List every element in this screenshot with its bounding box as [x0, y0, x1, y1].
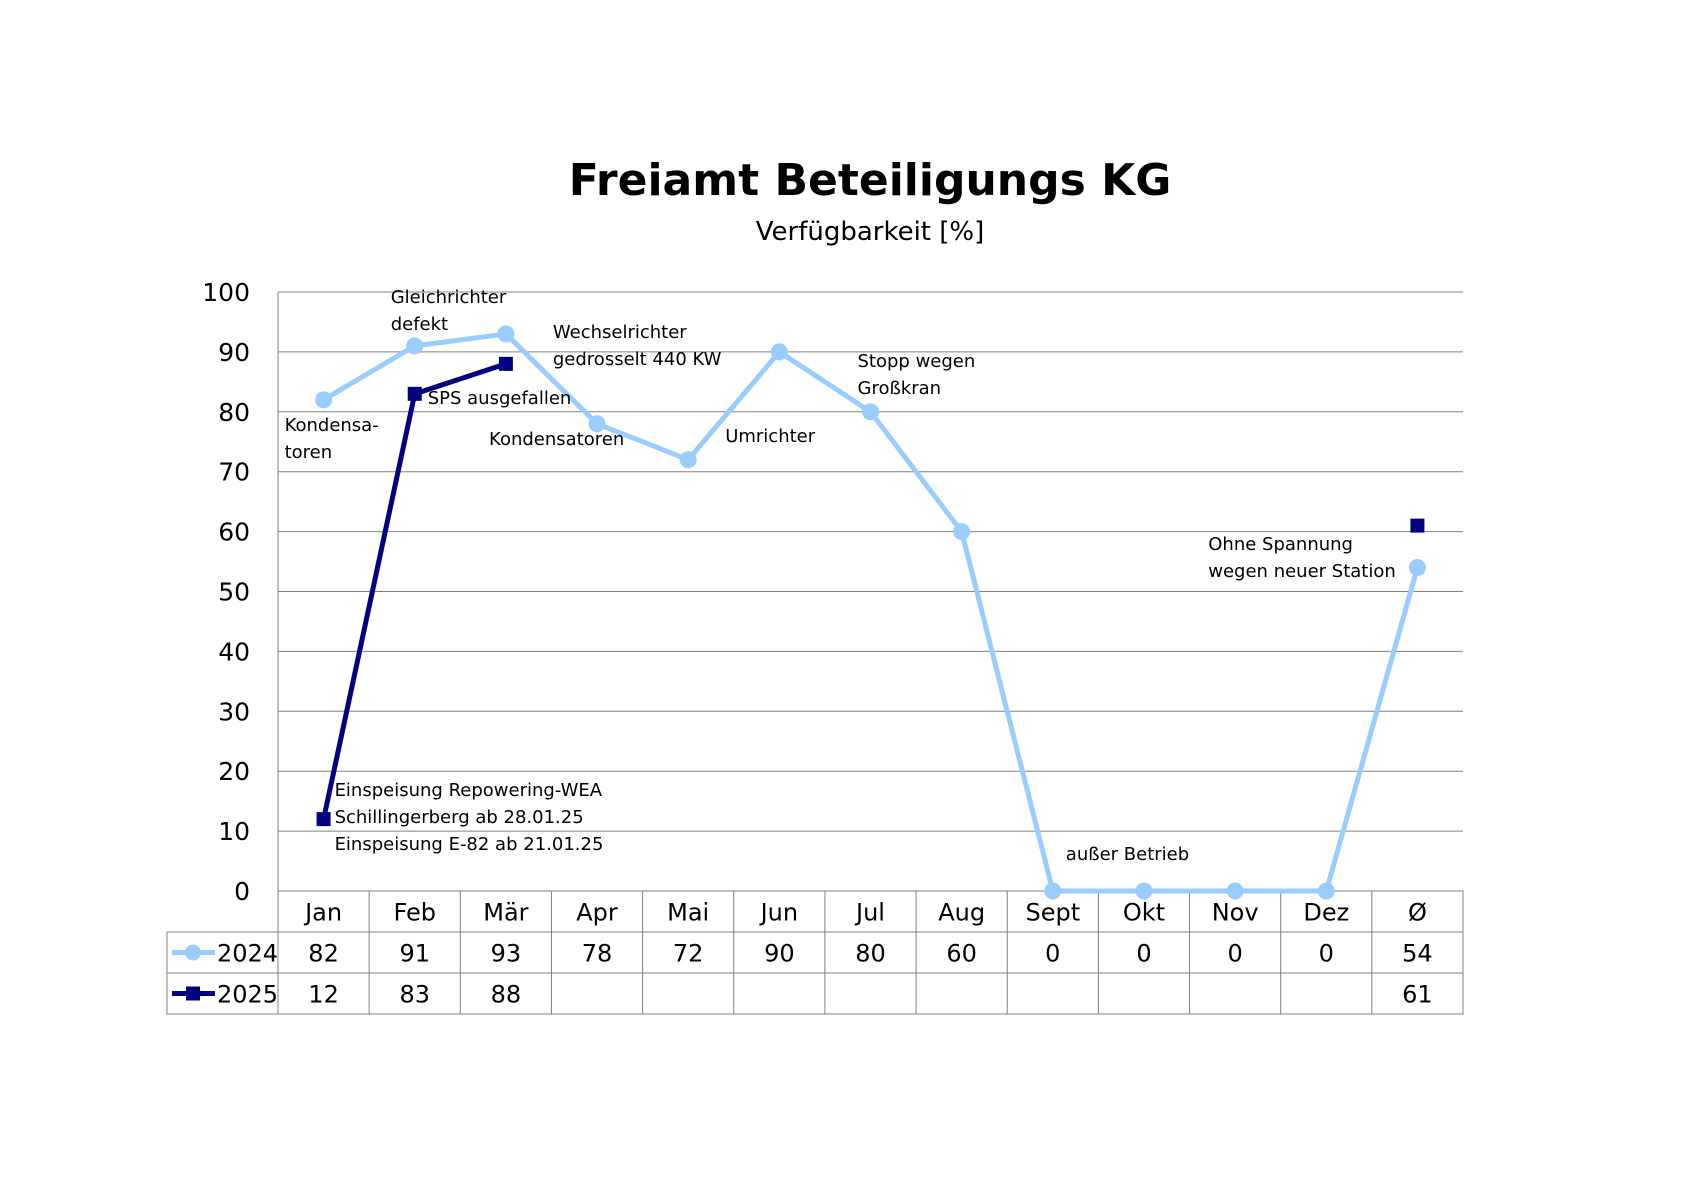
y-tick-label: 50 — [218, 578, 250, 607]
chart-title: Freiamt Beteiligungs KG — [569, 155, 1172, 206]
table-cell-value: 83 — [399, 981, 430, 1009]
data-point-2024 — [1135, 882, 1153, 900]
annotation-line: SPS ausgefallen — [428, 388, 572, 409]
x-tick-label: Dez — [1303, 899, 1349, 927]
data-point-2024 — [497, 325, 515, 343]
annotation: Wechselrichter gedrosselt 440 KW — [553, 322, 722, 370]
annotation-line: Stopp wegen — [858, 351, 976, 372]
data-point-2024 — [406, 337, 424, 355]
data-point-2024 — [1317, 882, 1335, 900]
y-tick-label: 60 — [218, 518, 250, 547]
x-tick-label: Jan — [303, 899, 342, 927]
table-cell-value: 61 — [1402, 981, 1433, 1009]
table-cell-value: 82 — [308, 940, 339, 968]
data-point-2024 — [1044, 882, 1062, 900]
annotation-line: Schillingerberg ab 28.01.25 — [335, 807, 584, 828]
y-tick-label: 80 — [218, 398, 250, 427]
annotation: Gleichrichter defekt — [391, 287, 507, 335]
y-axis: 0 10 20 30 40 50 60 70 80 90 100 — [202, 278, 250, 906]
annotation: Kondensatoren — [489, 429, 624, 450]
annotation-line: Ohne Spannung — [1208, 534, 1353, 555]
table-cell-value: 0 — [1045, 940, 1060, 968]
x-tick-label: Jul — [854, 899, 885, 927]
table-cell-value: 54 — [1402, 940, 1433, 968]
data-point-2024 — [588, 415, 606, 433]
data-point-2025 — [316, 812, 331, 827]
data-point-2025 — [1410, 518, 1425, 533]
table-cell-value: 80 — [855, 940, 886, 968]
data-point-2025 — [407, 386, 422, 401]
annotation-line: defekt — [391, 314, 448, 335]
table-cell-value: 93 — [491, 940, 522, 968]
table-cell-value: 60 — [946, 940, 977, 968]
y-tick-label: 90 — [218, 338, 250, 367]
annotation-line: Kondensatoren — [489, 429, 624, 450]
y-tick-label: 100 — [202, 278, 250, 307]
x-tick-label: Mai — [667, 899, 709, 927]
x-tick-label: Mär — [483, 899, 528, 927]
x-tick-label: Okt — [1123, 899, 1165, 927]
y-tick-label: 10 — [218, 817, 250, 846]
legend-marker-2025 — [186, 986, 200, 1001]
x-tick-label: Aug — [938, 899, 985, 927]
annotation-line: außer Betrieb — [1066, 844, 1189, 865]
legend-label: 2025 — [217, 981, 278, 1009]
data-point-2025 — [498, 356, 513, 371]
table-cell-value: 0 — [1227, 940, 1242, 968]
y-tick-label: 20 — [218, 757, 250, 786]
y-tick-label: 40 — [218, 637, 250, 666]
annotation-line: Umrichter — [725, 426, 816, 447]
annotation-line: Großkran — [858, 378, 942, 399]
annotation-line: Gleichrichter — [391, 287, 507, 308]
legend-label: 2024 — [217, 940, 278, 968]
annotation: Stopp wegen Großkran — [858, 351, 976, 399]
legend-marker-2024 — [185, 944, 201, 961]
annotation: Umrichter — [725, 426, 816, 447]
annotation-line: Kondensa- — [285, 415, 379, 436]
annotation: Ohne Spannung wegen neuer Station — [1208, 534, 1396, 582]
x-tick-label: Feb — [393, 899, 436, 927]
annotation: außer Betrieb — [1066, 844, 1189, 865]
annotation-line: Einspeisung Repowering-WEA — [335, 780, 603, 801]
annotation-line: gedrosselt 440 KW — [553, 349, 722, 370]
data-point-2024 — [770, 343, 788, 361]
annotation-line: Einspeisung E-82 ab 21.01.25 — [335, 834, 604, 855]
table-cell-value: 12 — [308, 981, 339, 1009]
y-tick-label: 0 — [234, 877, 250, 906]
table-cell-value: 0 — [1136, 940, 1151, 968]
annotation: Einspeisung Repowering-WEA Schillingerber… — [335, 780, 604, 855]
data-point-2024 — [1408, 559, 1426, 577]
annotation: Kondensa-toren — [285, 415, 379, 463]
annotation-line: Wechselrichter — [553, 322, 687, 343]
table-cell-value: 88 — [491, 981, 522, 1009]
data-point-2024 — [953, 523, 971, 541]
table-cell-value: 72 — [673, 940, 704, 968]
data-point-2024 — [862, 403, 879, 421]
annotation-line: wegen neuer Station — [1208, 561, 1396, 582]
x-tick-label: Jun — [759, 899, 799, 927]
data-point-2024 — [679, 451, 697, 469]
y-tick-label: 70 — [218, 458, 250, 487]
table-cell-value: 91 — [399, 940, 430, 968]
x-tick-label: Ø — [1408, 899, 1427, 927]
table-cell-value: 90 — [764, 940, 795, 968]
data-point-2024 — [315, 391, 333, 409]
x-tick-label: Nov — [1212, 899, 1259, 927]
chart-subtitle: Verfügbarkeit [%] — [756, 217, 985, 247]
data-table: Jan Feb Mär Apr Mai Jun Jul Aug Sept Okt Nov Dez Ø 20… — [166, 890, 1464, 1015]
annotation-line: toren — [285, 442, 333, 463]
x-tick-label: Apr — [576, 899, 618, 927]
annotations: Gleichrichter defekt Wechselrichter gedross… — [285, 287, 1396, 865]
table-cell-value: 78 — [582, 940, 613, 968]
data-point-2024 — [1226, 882, 1244, 900]
x-tick-label: Sept — [1025, 899, 1080, 927]
y-tick-label: 30 — [218, 697, 250, 726]
annotation: SPS ausgefallen — [428, 388, 572, 409]
series-lines — [315, 325, 1426, 900]
table-cell-value: 0 — [1319, 940, 1334, 968]
